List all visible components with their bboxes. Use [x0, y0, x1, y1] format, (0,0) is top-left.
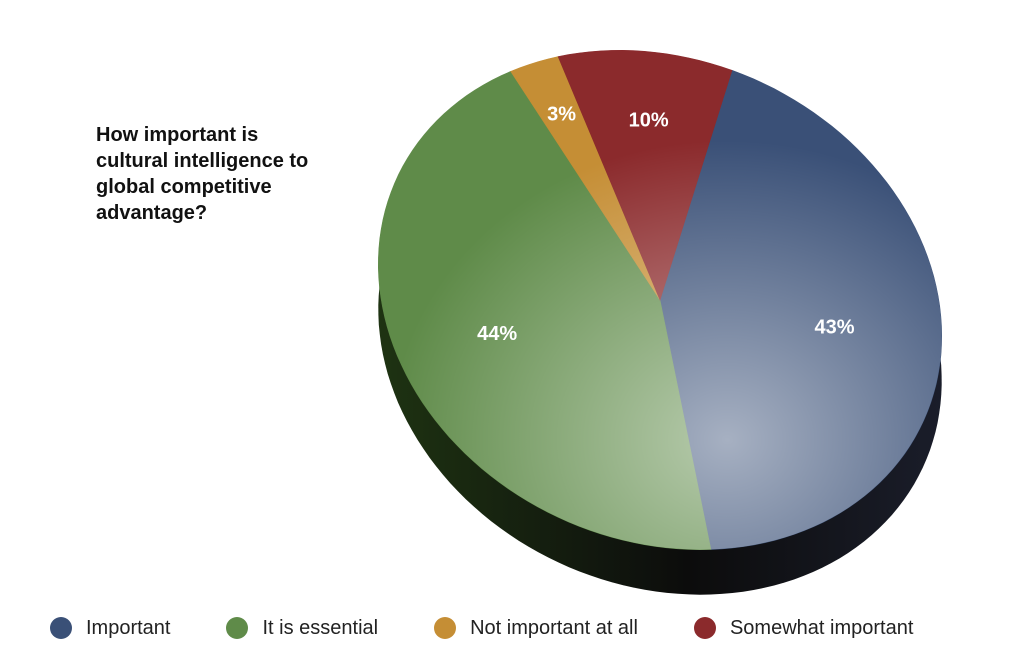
- chart-title: How important is cultural intelligence t…: [96, 124, 309, 224]
- legend-item: Not important at all: [434, 617, 638, 640]
- legend-marker: [434, 617, 457, 639]
- legend: Important It is essential Not important at…: [50, 612, 1010, 644]
- data-label-important: 43%: [814, 316, 854, 338]
- data-label-not-important-at-all: 3%: [547, 103, 576, 125]
- legend-item: It is essential: [226, 617, 378, 640]
- legend-marker: [226, 617, 249, 639]
- legend-label: Somewhat important: [729, 616, 914, 639]
- data-label-it-is-essential: 44%: [477, 323, 517, 345]
- data-label-somewhat-important: 10%: [629, 109, 669, 131]
- legend-marker: [50, 617, 72, 639]
- legend-item: Important: [50, 617, 170, 640]
- legend-label: Important: [86, 616, 171, 639]
- legend-marker: [693, 617, 716, 639]
- pie-gloss: [378, 50, 942, 550]
- legend-item: Somewhat important: [693, 616, 914, 640]
- legend-label: Not important at all: [470, 616, 638, 639]
- pie-top: [377, 49, 943, 551]
- legend-label: It is essential: [262, 616, 379, 639]
- pie-labels: 43% 44% 3% 10%: [477, 103, 855, 345]
